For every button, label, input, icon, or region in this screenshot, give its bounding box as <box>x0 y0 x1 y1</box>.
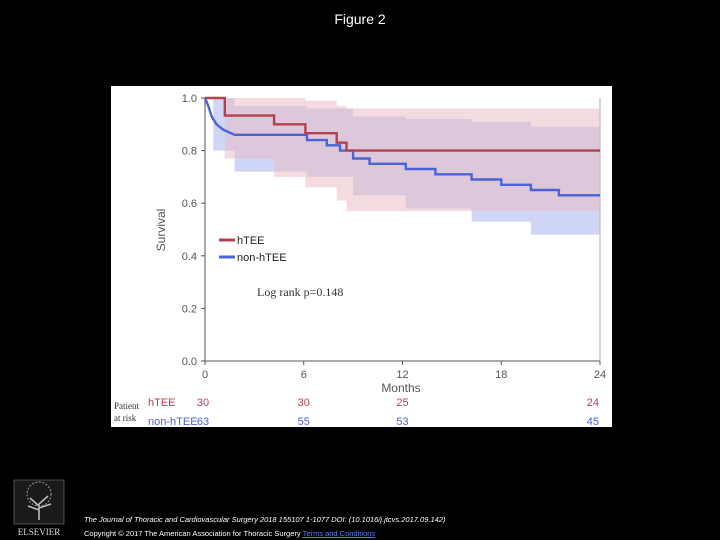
risk-count-htee: 30 <box>197 397 209 409</box>
risk-count-non-htee: 45 <box>587 416 599 427</box>
copyright-line: Copyright © 2017 The American Associatio… <box>84 529 375 538</box>
x-tick-label: 12 <box>396 369 408 381</box>
survival-curves <box>203 96 600 197</box>
citation-text: The Journal of Thoracic and Cardiovascul… <box>84 515 446 524</box>
risk-count-non-htee: 53 <box>396 416 408 427</box>
x-tick-label: 24 <box>594 369 606 381</box>
legend-label-non-htee: non-hTEE <box>237 252 287 264</box>
log-rank-annotation: Log rank p=0.148 <box>257 285 343 299</box>
survival-curve-htee <box>205 96 600 152</box>
x-tick-label: 18 <box>495 369 507 381</box>
y-tick-label: 0.2 <box>182 303 197 315</box>
legend-label-htee: hTEE <box>237 235 265 247</box>
elsevier-tree-crown-icon <box>26 481 52 507</box>
x-tick-label: 0 <box>202 369 208 381</box>
y-tick-label: 0.0 <box>182 356 197 368</box>
y-ticks: 0.0 0.2 0.4 0.6 0.8 1.0 <box>182 93 205 368</box>
y-tick-label: 0.8 <box>182 146 197 158</box>
risk-count-non-htee: 63 <box>197 416 209 427</box>
elsevier-tree-icon <box>27 495 52 520</box>
confidence-bands <box>205 98 600 246</box>
y-tick-label: 0.4 <box>182 251 197 263</box>
x-ticks: 0 6 12 18 24 <box>202 361 606 381</box>
elsevier-logo: ELSEVIER <box>13 479 65 537</box>
risk-count-htee: 25 <box>396 397 408 409</box>
risk-row-label-htee: hTEE <box>148 397 176 409</box>
risk-label-line1: Patient <box>114 401 139 411</box>
risk-count-htee: 24 <box>587 397 599 409</box>
risk-counts: 30 30 25 24 63 55 53 45 <box>197 397 599 427</box>
y-axis-label: Survival <box>154 209 168 252</box>
risk-label-line2: at risk <box>114 413 137 423</box>
elsevier-wordmark: ELSEVIER <box>18 527 61 537</box>
risk-row-label-non-htee: non-hTEE <box>148 416 198 427</box>
terms-and-conditions-link[interactable]: Terms and Conditions <box>302 529 376 538</box>
copyright-text: Copyright © 2017 The American Associatio… <box>84 529 301 538</box>
km-figure-panel: 0.0 0.2 0.4 0.6 0.8 1.0 0 6 12 18 24 Survival Mon… <box>111 86 612 427</box>
km-chart: 0.0 0.2 0.4 0.6 0.8 1.0 0 6 12 18 24 Survival Mon… <box>114 93 606 427</box>
x-axis-label: Months <box>381 381 420 395</box>
survival-curve-non-htee <box>203 97 600 197</box>
x-tick-label: 6 <box>301 369 307 381</box>
risk-count-htee: 30 <box>298 397 310 409</box>
figure-title: Figure 2 <box>334 11 386 27</box>
risk-count-non-htee: 55 <box>298 416 310 427</box>
y-tick-label: 1.0 <box>182 93 197 105</box>
y-tick-label: 0.6 <box>182 198 197 210</box>
